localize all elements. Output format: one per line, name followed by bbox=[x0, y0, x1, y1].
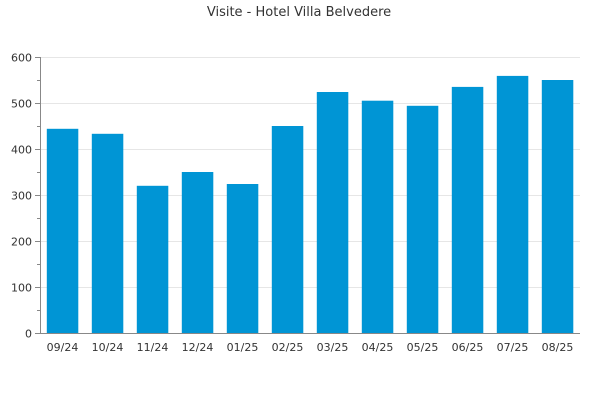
x-tick-label: 03/25 bbox=[317, 341, 349, 354]
x-tick-label: 12/24 bbox=[182, 341, 214, 354]
bar bbox=[181, 172, 214, 333]
y-axis-ticks: 0 100 200 300 400 500 600 bbox=[11, 52, 40, 341]
bar bbox=[316, 92, 349, 333]
x-tick-label: 08/25 bbox=[542, 341, 574, 354]
x-tick-label: 09/24 bbox=[47, 341, 79, 354]
bar bbox=[451, 86, 484, 334]
x-tick-label: 04/25 bbox=[362, 341, 394, 354]
bar bbox=[136, 185, 169, 333]
x-tick-label: 06/25 bbox=[452, 341, 484, 354]
y-tick-label: 100 bbox=[11, 282, 32, 295]
bar bbox=[46, 128, 79, 333]
chart-title: Visite - Hotel Villa Belvedere bbox=[207, 5, 391, 20]
y-tick-label: 500 bbox=[11, 98, 32, 111]
x-tick-label: 05/25 bbox=[407, 341, 439, 354]
x-tick-label: 10/24 bbox=[92, 341, 124, 354]
bar bbox=[361, 100, 394, 333]
y-tick-label: 400 bbox=[11, 144, 32, 157]
bar bbox=[496, 75, 529, 334]
bar bbox=[271, 126, 304, 333]
bar bbox=[226, 184, 259, 333]
bar bbox=[541, 80, 574, 333]
bars bbox=[46, 75, 574, 334]
y-tick-label: 600 bbox=[11, 52, 32, 65]
axes bbox=[40, 57, 580, 334]
gridlines bbox=[40, 57, 580, 288]
y-tick-label: 300 bbox=[11, 190, 32, 203]
y-tick-label: 0 bbox=[25, 328, 32, 341]
x-tick-label: 07/25 bbox=[497, 341, 529, 354]
x-tick-label: 01/25 bbox=[227, 341, 259, 354]
bar bbox=[406, 105, 439, 333]
y-tick-label: 200 bbox=[11, 236, 32, 249]
x-tick-label: 02/25 bbox=[272, 341, 304, 354]
bar bbox=[91, 133, 124, 333]
x-axis-ticks: 09/24 10/24 11/24 12/24 01/25 02/25 03/25 04/25… bbox=[47, 341, 574, 354]
x-tick-label: 11/24 bbox=[137, 341, 169, 354]
